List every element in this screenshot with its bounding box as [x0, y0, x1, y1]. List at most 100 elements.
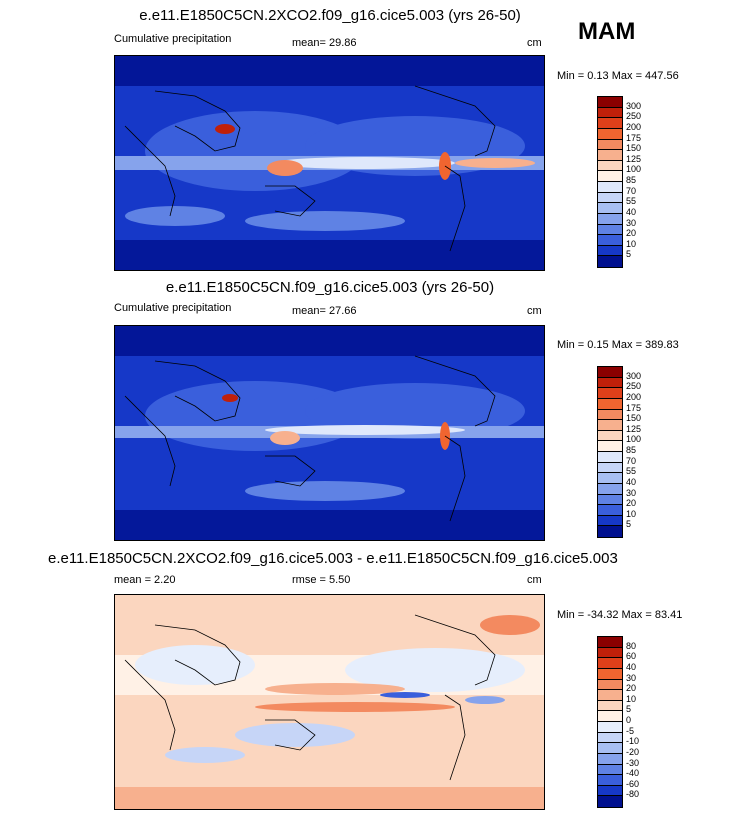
colorbar-tick-label: 20: [626, 498, 637, 509]
colorbar-swatch: [598, 171, 622, 182]
colorbar-tick-label: 40: [626, 206, 637, 217]
colorbar-tick-label: 85: [626, 175, 637, 185]
colorbar-tick-label: 10: [626, 238, 637, 249]
colorbar-swatch: [598, 192, 622, 204]
colorbar-swatch: [598, 430, 622, 442]
colorbar-tick-label: 55: [626, 196, 637, 207]
colorbar-tick-label: -5: [626, 725, 635, 736]
colorbar-tick-label: -10: [626, 736, 640, 747]
colorbar-swatch: [598, 452, 622, 463]
colorbar-tick-label: -60: [626, 778, 640, 789]
colorbar-swatch: [598, 377, 622, 389]
colorbar-tick-label: 0: [626, 715, 632, 725]
panel-2-mean: mean= 27.66: [292, 305, 357, 317]
colorbar-swatch: [598, 388, 622, 399]
panel-3-mean: mean = 2.20: [114, 574, 176, 586]
colorbar-swatch: [598, 647, 622, 659]
colorbar-swatch: [598, 150, 622, 161]
colorbar-tick-label: 125: [626, 423, 642, 434]
colorbar-swatch: [598, 182, 622, 193]
colorbar-tick-label: 30: [626, 487, 637, 498]
colorbar-swatch: [598, 668, 622, 680]
colorbar-tick-label: 40: [626, 476, 637, 487]
panel-3-rmse: rmse = 5.50: [292, 574, 351, 586]
colorbar-tick-label: 200: [626, 391, 642, 402]
colorbar-tick-label: 100: [626, 164, 642, 175]
colorbar-swatch: [598, 505, 622, 516]
colorbar-swatch: [598, 483, 622, 495]
colorbar-swatch: [598, 743, 622, 754]
colorbar-tick-label: 30: [626, 217, 637, 228]
panel-2-title: e.e11.E1850C5CN.f09_g16.cice5.003 (yrs 2…: [165, 279, 495, 296]
panel-1-colorbar: [597, 96, 623, 268]
colorbar-swatch: [598, 420, 622, 431]
colorbar-swatch: [598, 398, 622, 410]
colorbar-swatch: [598, 473, 622, 484]
colorbar-swatch: [598, 753, 622, 765]
panel-2-colorbar: [597, 366, 623, 538]
colorbar-tick-label: 10: [626, 693, 637, 704]
colorbar-swatch: [598, 679, 622, 691]
colorbar-tick-label: 100: [626, 434, 642, 445]
colorbar-tick-label: -80: [626, 789, 640, 800]
panel-1-variable-label: Cumulative precipitation: [114, 33, 232, 45]
panel-3-difference-map: [114, 594, 545, 810]
colorbar-swatch: [598, 711, 622, 722]
panel-2-units: cm: [527, 305, 542, 317]
colorbar-tick-label: 175: [626, 132, 642, 143]
panel-1-mean: mean= 29.86: [292, 37, 357, 49]
colorbar-tick-label: 70: [626, 185, 637, 196]
colorbar-swatch: [598, 796, 622, 807]
colorbar-swatch: [598, 764, 622, 776]
colorbar-swatch: [598, 494, 622, 506]
colorbar-swatch: [598, 690, 622, 701]
panel-2-map-svg: [115, 326, 544, 540]
colorbar-swatch: [598, 462, 622, 474]
colorbar-tick-label: 5: [626, 249, 632, 260]
panel-3-title: e.e11.E1850C5CN.2XCO2.f09_g16.cice5.003 …: [48, 550, 618, 567]
colorbar-swatch: [598, 97, 622, 108]
colorbar-tick-label: 250: [626, 111, 642, 122]
colorbar-tick-label: 55: [626, 466, 637, 477]
colorbar-tick-label: 40: [626, 661, 637, 672]
colorbar-swatch: [598, 245, 622, 257]
panel-1-precip-map: [114, 55, 545, 271]
colorbar-tick-label: 80: [626, 640, 637, 651]
panel-2-minmax: Min = 0.15 Max = 389.83: [557, 339, 679, 351]
colorbar-tick-label: 200: [626, 121, 642, 132]
colorbar-swatch: [598, 107, 622, 119]
colorbar-tick-label: 10: [626, 508, 637, 519]
colorbar-swatch: [598, 213, 622, 225]
colorbar-swatch: [598, 224, 622, 236]
panel-1-units: cm: [527, 37, 542, 49]
panel-1-title: e.e11.E1850C5CN.2XCO2.f09_g16.cice5.003 …: [139, 7, 521, 24]
colorbar-swatch: [598, 722, 622, 733]
colorbar-tick-label: 150: [626, 143, 642, 154]
colorbar-tick-label: 70: [626, 455, 637, 466]
colorbar-swatch: [598, 785, 622, 797]
panel-2-precip-map: [114, 325, 545, 541]
colorbar-swatch: [598, 203, 622, 214]
colorbar-tick-label: 5: [626, 704, 632, 715]
colorbar-tick-label: 60: [626, 651, 637, 662]
colorbar-tick-label: 175: [626, 402, 642, 413]
colorbar-swatch: [598, 658, 622, 669]
panel-2-variable-label: Cumulative precipitation: [114, 302, 232, 314]
panel-3-map-svg: [115, 595, 544, 809]
colorbar-tick-label: 85: [626, 445, 637, 455]
colorbar-swatch: [598, 732, 622, 744]
colorbar-swatch: [598, 700, 622, 712]
colorbar-swatch: [598, 515, 622, 527]
panel-3-minmax: Min = -34.32 Max = 83.41: [557, 609, 683, 621]
colorbar-swatch: [598, 256, 622, 267]
colorbar-tick-label: 125: [626, 153, 642, 164]
colorbar-swatch: [598, 235, 622, 246]
colorbar-swatch: [598, 637, 622, 648]
colorbar-tick-label: 30: [626, 672, 637, 683]
colorbar-tick-label: 20: [626, 683, 637, 694]
colorbar-swatch: [598, 128, 622, 140]
colorbar-tick-label: 300: [626, 100, 642, 111]
colorbar-tick-label: 300: [626, 370, 642, 381]
colorbar-tick-label: 5: [626, 519, 632, 530]
colorbar-swatch: [598, 139, 622, 151]
